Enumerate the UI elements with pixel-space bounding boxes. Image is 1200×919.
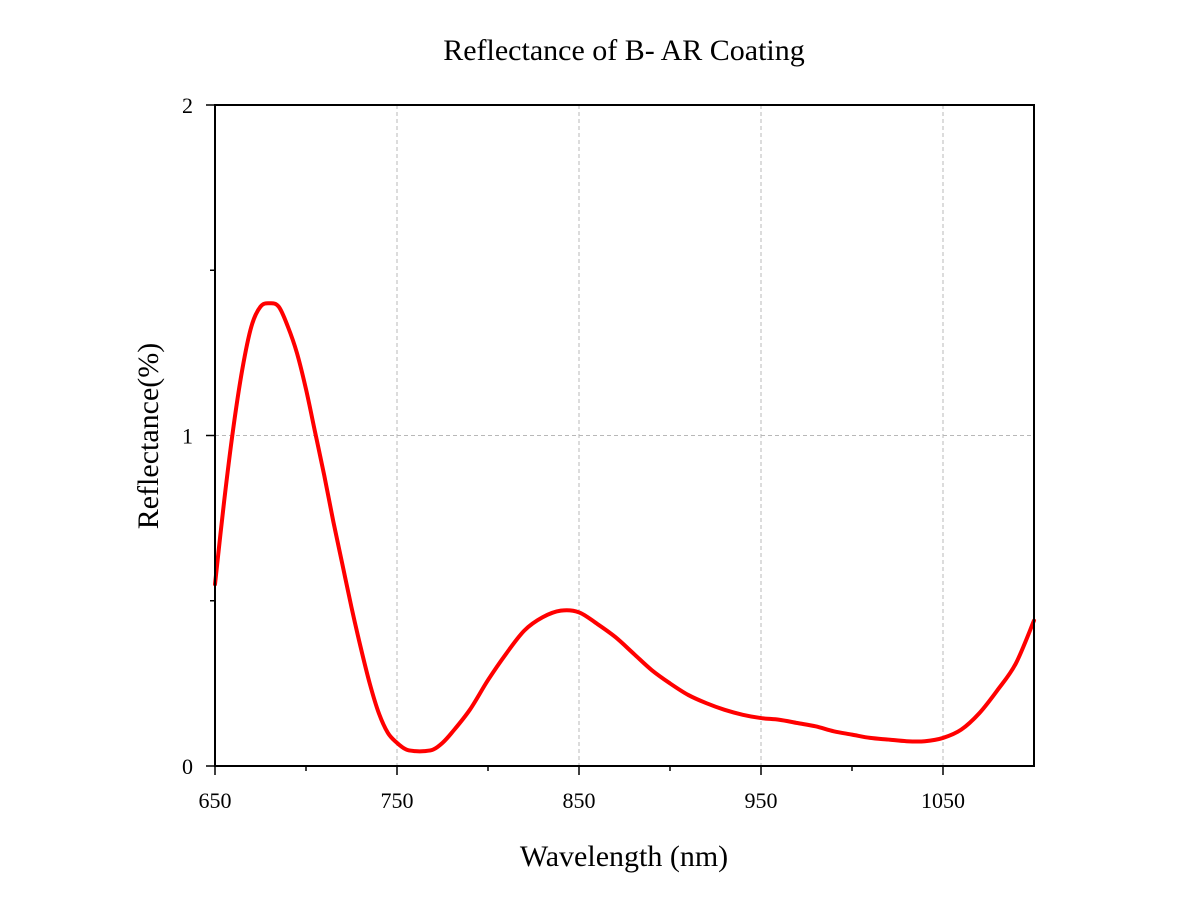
chart-title: Reflectance of B- AR Coating xyxy=(443,34,805,67)
x-tick-label: 750 xyxy=(381,788,414,813)
y-tick-label: 1 xyxy=(182,424,193,449)
axis-ticks: 650 750 850 950 1050 0 1 2 xyxy=(182,93,965,813)
plot-area xyxy=(213,301,1036,754)
x-tick-label: 650 xyxy=(199,788,232,813)
y-tick-label: 2 xyxy=(182,93,193,118)
series-line-reflectance xyxy=(213,301,1036,754)
x-tick-label: 1050 xyxy=(921,788,965,813)
x-tick-label: 850 xyxy=(563,788,596,813)
x-axis-label: Wavelength (nm) xyxy=(520,840,728,873)
x-tick-label: 950 xyxy=(745,788,778,813)
y-axis-label: Reflectance(%) xyxy=(132,343,165,530)
grid-lines xyxy=(215,105,1034,766)
y-tick-label: 0 xyxy=(182,754,193,779)
